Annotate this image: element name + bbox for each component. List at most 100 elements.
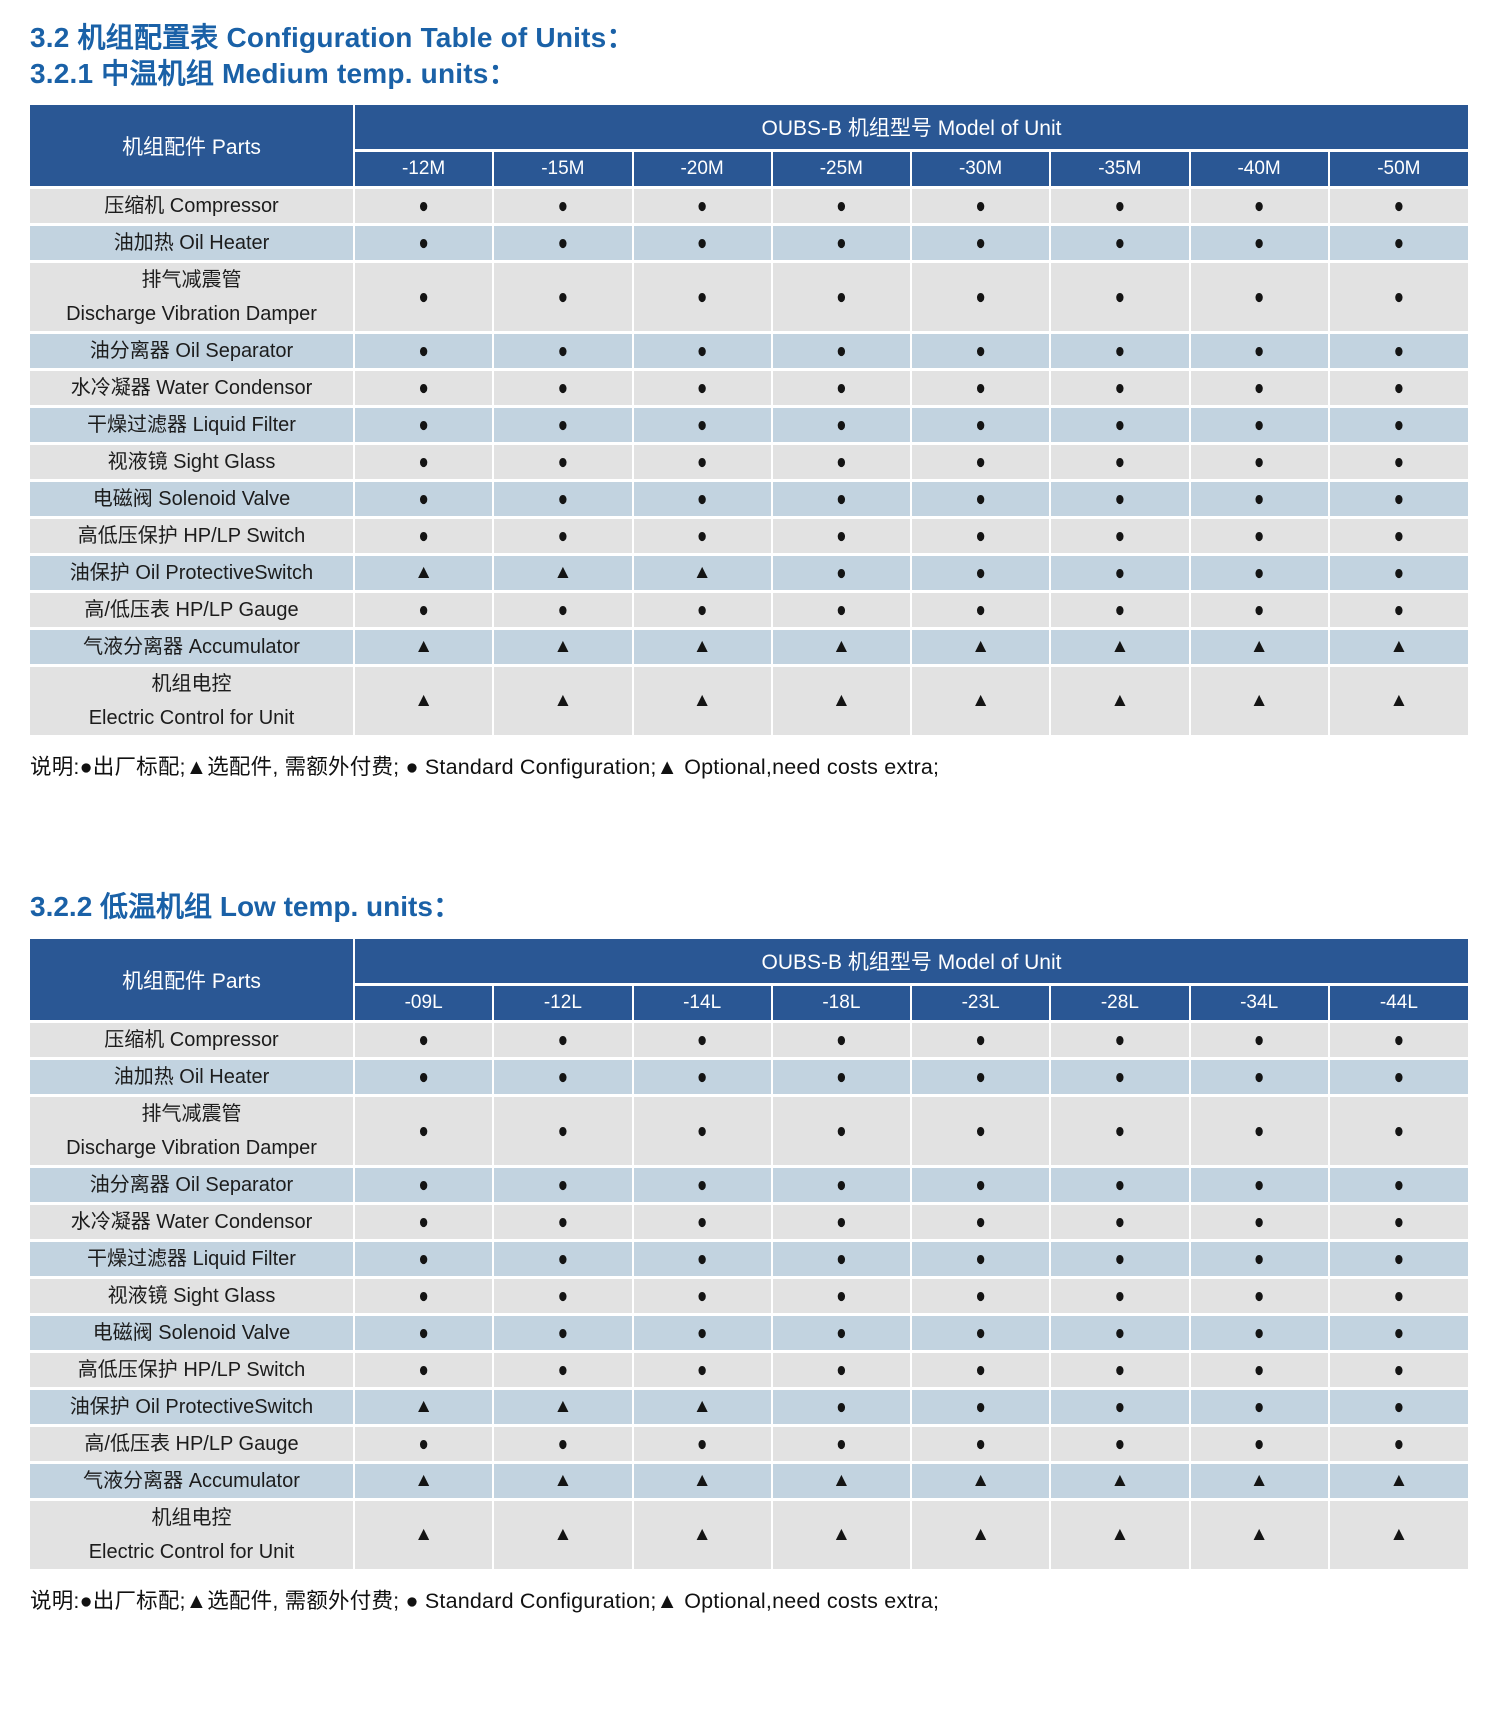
part-label: 压缩机 Compressor [30,187,355,226]
config-cell: ● [493,1058,634,1097]
config-cell: ● [1328,1351,1468,1390]
config-cell: ● [1050,1388,1191,1427]
config-cell: ● [911,1203,1052,1242]
standard-config-icon: ● [836,1246,847,1271]
config-cell: ● [911,1425,1052,1464]
config-cell: ● [911,369,1052,408]
standard-config-icon: ● [1114,230,1126,255]
config-cell: ● [354,591,495,630]
standard-config-icon: ● [1393,193,1405,218]
config-cell: ● [771,1021,913,1060]
config-cell: ▲ [632,1388,773,1427]
optional-extra-icon: ▲ [831,1470,851,1491]
table-row: 气液分离器 Accumulator ▲ ▲ ▲ ▲ ▲ ▲ ▲ ▲ [30,628,1468,667]
config-cell: ● [911,517,1052,556]
config-cell: ● [1328,406,1468,445]
config-cell: ● [354,517,495,556]
config-cell: ● [1328,1388,1468,1427]
config-cell: ▲ [354,1499,495,1572]
standard-config-icon: ● [975,1246,986,1271]
standard-config-icon: ● [1393,230,1405,255]
config-cell: ● [911,480,1052,519]
table-row: 视液镜 Sight Glass ● ● ● ● ● ● ● ● [30,1277,1468,1316]
config-cell: ● [771,1203,913,1242]
config-cell: ● [354,406,495,445]
config-cell: ● [493,1351,634,1390]
standard-config-icon: ● [1393,1209,1405,1234]
config-cell: ▲ [354,1462,495,1501]
standard-config-icon: ● [696,1320,708,1345]
config-cell: ● [1189,1095,1330,1168]
config-cell: ● [1050,1203,1191,1242]
config-cell: ● [354,1166,495,1205]
standard-config-icon: ● [836,193,847,218]
standard-config-icon: ● [836,1209,847,1234]
config-cell: ● [354,1351,495,1390]
config-cell: ● [493,224,634,263]
optional-extra-icon: ▲ [414,562,434,583]
config-cell: ▲ [911,1499,1052,1572]
table-row: 油加热 Oil Heater ● ● ● ● ● ● ● ● [30,1058,1468,1097]
optional-extra-icon: ▲ [692,1396,712,1417]
model-column-header: -12M [354,150,495,189]
optional-extra-icon: ▲ [1110,636,1130,657]
standard-config-icon: ● [557,193,569,218]
standard-config-icon: ● [696,1172,708,1197]
config-cell: ● [1050,1021,1191,1060]
table-row: 排气减震管 Discharge Vibration Damper ● ● ● ● ● ● ● ● [30,1095,1468,1168]
standard-config-icon: ● [1393,597,1405,622]
standard-config-icon: ● [975,1394,986,1419]
standard-config-icon: ● [557,1064,569,1089]
standard-config-icon: ● [975,1209,986,1234]
config-cell: ● [771,1388,913,1427]
model-column-header: -30M [911,150,1052,189]
config-cell: ● [493,369,634,408]
config-cell: ● [1328,224,1468,263]
config-cell: ● [1328,187,1468,226]
standard-config-icon: ● [418,486,429,511]
config-cell: ● [771,1314,913,1353]
config-cell: ● [911,1314,1052,1353]
standard-config-icon: ● [696,375,708,400]
standard-config-icon: ● [1114,1431,1126,1456]
config-cell: ▲ [632,665,773,738]
table-row: 高/低压表 HP/LP Gauge ● ● ● ● ● ● ● ● [30,591,1468,630]
config-cell: ● [771,1166,913,1205]
part-label: 压缩机 Compressor [30,1021,355,1060]
config-cell: ▲ [911,665,1052,738]
table-row: 油加热 Oil Heater ● ● ● ● ● ● ● ● [30,224,1468,263]
config-cell: ● [354,1058,495,1097]
standard-config-icon: ● [975,1172,986,1197]
config-cell: ● [1050,224,1191,263]
config-cell: ● [632,591,773,630]
config-cell: ● [1328,1095,1468,1168]
standard-config-icon: ● [1114,560,1126,585]
config-cell: ● [1189,1277,1330,1316]
config-cell: ● [1189,443,1330,482]
config-cell: ● [493,1314,634,1353]
config-cell: ● [493,332,634,371]
optional-extra-icon: ▲ [692,636,712,657]
config-cell: ● [1050,369,1191,408]
config-cell: ● [911,1095,1052,1168]
config-cell: ● [771,1095,913,1168]
standard-config-icon: ● [975,1357,986,1382]
standard-config-icon: ● [1253,597,1265,622]
config-cell: ● [493,1240,634,1279]
standard-config-icon: ● [1253,1172,1265,1197]
table-row: 油保护 Oil ProtectiveSwitch ▲ ▲ ▲ ● ● ● ● ● [30,554,1468,593]
standard-config-icon: ● [1393,523,1405,548]
config-cell: ● [771,480,913,519]
table-row: 压缩机 Compressor ● ● ● ● ● ● ● ● [30,187,1468,226]
optional-extra-icon: ▲ [414,1396,434,1417]
standard-config-icon: ● [1114,449,1126,474]
standard-config-icon: ● [1114,412,1126,437]
part-label: 排气减震管 Discharge Vibration Damper [30,1095,355,1168]
config-cell: ● [1189,1058,1330,1097]
standard-config-icon: ● [418,1431,429,1456]
config-cell: ● [771,1425,913,1464]
table-row: 高低压保护 HP/LP Switch ● ● ● ● ● ● ● ● [30,1351,1468,1390]
standard-config-icon: ● [975,230,986,255]
config-cell: ▲ [354,665,495,738]
config-cell: ● [493,1166,634,1205]
